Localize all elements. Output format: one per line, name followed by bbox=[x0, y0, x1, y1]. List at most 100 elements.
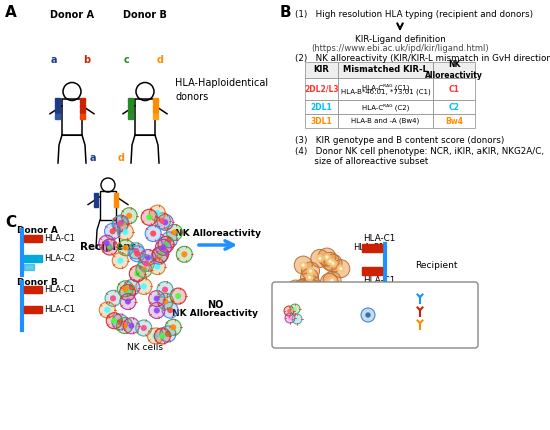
Circle shape bbox=[361, 308, 375, 322]
Text: c: c bbox=[124, 55, 130, 65]
Bar bbox=[62, 99, 82, 135]
Circle shape bbox=[337, 264, 345, 273]
Bar bbox=[338, 62, 433, 78]
Circle shape bbox=[147, 328, 163, 344]
Text: NK cells: NK cells bbox=[127, 343, 163, 352]
Circle shape bbox=[111, 318, 117, 324]
Bar bbox=[433, 78, 475, 100]
Text: NK Alloreactivity: NK Alloreactivity bbox=[175, 229, 261, 238]
Bar bbox=[54, 104, 59, 108]
Circle shape bbox=[152, 246, 168, 262]
Bar bbox=[128, 109, 133, 114]
Circle shape bbox=[293, 307, 297, 311]
Text: HLA-B and -A (Bw4): HLA-B and -A (Bw4) bbox=[351, 118, 420, 124]
Circle shape bbox=[162, 286, 168, 293]
Circle shape bbox=[287, 309, 291, 313]
Circle shape bbox=[161, 232, 177, 248]
Circle shape bbox=[141, 325, 147, 331]
Circle shape bbox=[294, 256, 312, 274]
Circle shape bbox=[301, 286, 305, 290]
Circle shape bbox=[124, 280, 140, 295]
Circle shape bbox=[298, 284, 316, 302]
Circle shape bbox=[309, 285, 317, 293]
Circle shape bbox=[323, 253, 331, 261]
Circle shape bbox=[129, 246, 145, 262]
Circle shape bbox=[160, 218, 166, 224]
Circle shape bbox=[166, 237, 172, 243]
Circle shape bbox=[182, 251, 188, 257]
Circle shape bbox=[329, 259, 337, 267]
Bar bbox=[433, 114, 475, 128]
Circle shape bbox=[167, 224, 183, 240]
Circle shape bbox=[292, 285, 300, 293]
Text: NK
Alloreactivity: NK Alloreactivity bbox=[425, 60, 483, 80]
Text: HLA-C2: HLA-C2 bbox=[44, 254, 75, 263]
Text: HLA-C1: HLA-C1 bbox=[44, 305, 75, 314]
Circle shape bbox=[129, 285, 135, 291]
Circle shape bbox=[157, 214, 173, 230]
Circle shape bbox=[299, 284, 307, 292]
Text: Donor A: Donor A bbox=[50, 10, 94, 20]
Circle shape bbox=[104, 240, 110, 246]
Circle shape bbox=[146, 214, 152, 220]
Circle shape bbox=[325, 278, 333, 286]
Circle shape bbox=[318, 257, 321, 260]
Circle shape bbox=[325, 255, 328, 259]
Text: HLA-C1: HLA-C1 bbox=[44, 234, 75, 243]
Bar bbox=[94, 194, 98, 197]
Circle shape bbox=[141, 209, 157, 225]
Circle shape bbox=[118, 220, 124, 226]
Circle shape bbox=[162, 219, 168, 225]
Text: Alloreactive: Alloreactive bbox=[377, 316, 425, 325]
Text: 3DL1: 3DL1 bbox=[311, 117, 332, 126]
FancyBboxPatch shape bbox=[272, 282, 478, 348]
Circle shape bbox=[163, 241, 169, 247]
Bar bbox=[305, 78, 338, 100]
Circle shape bbox=[156, 253, 162, 259]
Text: Leukemia: Leukemia bbox=[293, 306, 337, 315]
Circle shape bbox=[294, 287, 298, 291]
Bar bbox=[114, 194, 118, 197]
Text: (https://www.ebi.ac.uk/ipd/kir/ligand.html): (https://www.ebi.ac.uk/ipd/kir/ligand.ht… bbox=[311, 44, 489, 53]
Text: KIR2DL1: KIR2DL1 bbox=[427, 292, 460, 301]
Circle shape bbox=[152, 333, 158, 339]
Text: C: C bbox=[5, 215, 16, 230]
Circle shape bbox=[294, 279, 312, 297]
Bar bbox=[338, 100, 433, 114]
Circle shape bbox=[128, 323, 134, 329]
Circle shape bbox=[117, 319, 123, 325]
Circle shape bbox=[145, 255, 151, 261]
Text: KIR3DL1: KIR3DL1 bbox=[427, 319, 460, 328]
Bar bbox=[24, 235, 42, 242]
Bar bbox=[152, 114, 157, 119]
Circle shape bbox=[117, 258, 123, 264]
Circle shape bbox=[160, 333, 166, 339]
Bar bbox=[80, 109, 85, 114]
Circle shape bbox=[284, 306, 294, 316]
Bar bbox=[135, 99, 155, 135]
Circle shape bbox=[129, 266, 145, 282]
Circle shape bbox=[324, 254, 342, 272]
Circle shape bbox=[306, 267, 315, 275]
Circle shape bbox=[302, 276, 321, 294]
Text: HLA-C1: HLA-C1 bbox=[363, 276, 395, 285]
Text: a: a bbox=[90, 153, 96, 163]
Circle shape bbox=[297, 286, 315, 304]
Circle shape bbox=[134, 270, 140, 276]
Circle shape bbox=[328, 276, 336, 285]
Bar bbox=[152, 104, 157, 108]
Circle shape bbox=[155, 328, 170, 344]
Circle shape bbox=[306, 292, 309, 295]
Circle shape bbox=[110, 295, 116, 301]
Bar bbox=[305, 62, 338, 78]
Text: Donor B: Donor B bbox=[17, 278, 58, 287]
Circle shape bbox=[117, 281, 133, 297]
Circle shape bbox=[172, 230, 178, 236]
Bar bbox=[24, 264, 34, 270]
Bar bbox=[433, 100, 475, 114]
Text: KIR-Ligand definition: KIR-Ligand definition bbox=[355, 35, 446, 44]
Circle shape bbox=[287, 280, 305, 298]
Circle shape bbox=[112, 314, 128, 330]
Text: HLA-C1: HLA-C1 bbox=[353, 243, 384, 252]
Text: NO: NO bbox=[207, 300, 223, 310]
